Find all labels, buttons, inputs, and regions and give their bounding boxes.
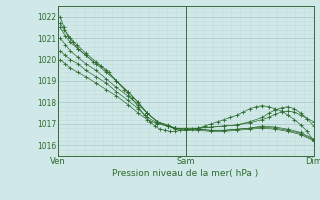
X-axis label: Pression niveau de la mer( hPa ): Pression niveau de la mer( hPa ) [112, 169, 259, 178]
